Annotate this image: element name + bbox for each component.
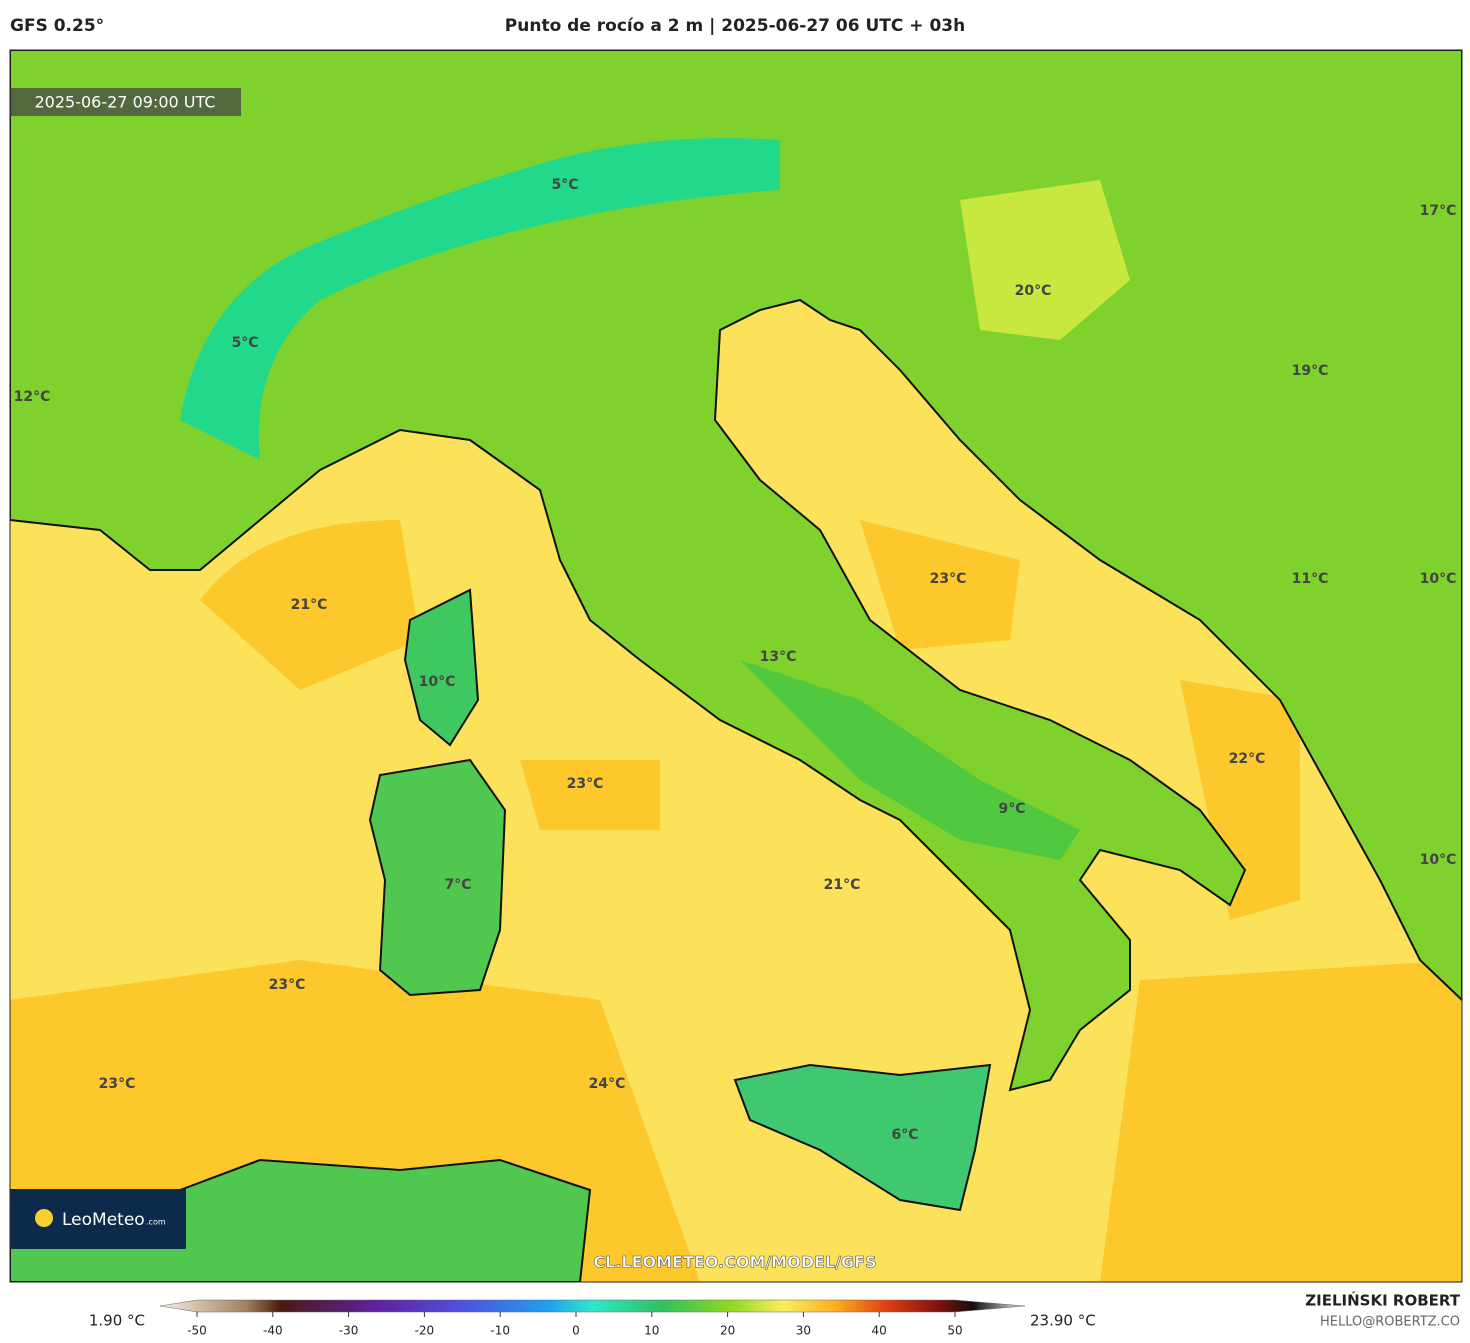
mainland: [10, 50, 1462, 1092]
tick-label: 10: [644, 1324, 659, 1338]
model-name: GFS 0.25°: [10, 16, 104, 36]
temperature-label: 23°C: [269, 977, 306, 993]
colorbar-max: 23.90 °C: [1030, 1312, 1096, 1330]
corsica: [403, 588, 480, 747]
temperature-label: 11°C: [1292, 571, 1329, 587]
tick-label: -50: [187, 1324, 207, 1338]
colorbar-min: 1.90 °C: [89, 1312, 145, 1330]
temperature-label: 19°C: [1292, 363, 1329, 379]
temperature-label: 5°C: [231, 335, 258, 351]
tick-label: 20: [720, 1324, 735, 1338]
tick-label: 0: [572, 1324, 580, 1338]
logo-sun: [35, 1209, 53, 1227]
temperature-label: 7°C: [444, 877, 471, 893]
temperature-label: 23°C: [567, 776, 604, 792]
watermark: CL.LEOMETEO.COM/MODEL/GFS: [593, 1253, 876, 1272]
temperature-label: 12°C: [14, 389, 51, 405]
tick-label: 30: [796, 1324, 811, 1338]
temperature-label: 13°C: [760, 649, 797, 665]
timestamp: 2025-06-27 09:00 UTC: [35, 93, 216, 112]
credit-name: ZIELIŃSKI ROBERT: [1305, 1291, 1460, 1310]
temperature-label: 6°C: [891, 1127, 918, 1143]
map-title: Punto de rocío a 2 m | 2025-06-27 06 UTC…: [505, 16, 965, 36]
temperature-label: 24°C: [589, 1076, 626, 1092]
temperature-label: 10°C: [1420, 852, 1457, 868]
map-frame: [9, 49, 1463, 1283]
warm-land: [960, 180, 1130, 340]
temperature-label: 23°C: [99, 1076, 136, 1092]
temperature-label: 9°C: [998, 801, 1025, 817]
temperature-label: 21°C: [291, 597, 328, 613]
logo-suffix: .com: [146, 1218, 166, 1227]
map: 2025-06-27 09:00 UTC CL.LEOMETEO.COM/MOD…: [10, 50, 1462, 1282]
temperature-label: 23°C: [930, 571, 967, 587]
colorbar: [159, 1299, 1026, 1313]
temperature-label: 10°C: [419, 674, 456, 690]
apennines: [740, 660, 1080, 860]
tick-label: 40: [872, 1324, 887, 1338]
timestamp-box: [10, 88, 241, 116]
labels: 5°C 5°C 12°C 17°C 20°C 19°C 21°C 10°C 23°C 11°C 10…: [14, 177, 1457, 1143]
alps: [180, 138, 780, 460]
tick-label: -40: [263, 1324, 283, 1338]
sardinia: [368, 758, 507, 997]
tick-label: 50: [947, 1324, 962, 1338]
sicily: [733, 1063, 992, 1212]
tick-label: -10: [490, 1324, 510, 1338]
temperature-label: 22°C: [1229, 751, 1266, 767]
colorbar-ticks: -50 -40 -30 -20 -10 0 10 20 30 40 50: [187, 1312, 963, 1338]
tick-label: -20: [415, 1324, 435, 1338]
temperature-label: 10°C: [1420, 571, 1457, 587]
temperature-label: 17°C: [1420, 203, 1457, 219]
temperature-label: 21°C: [824, 877, 861, 893]
temperature-label: 5°C: [551, 177, 578, 193]
warm-sea: [10, 520, 1462, 1282]
logo-text: LeoMeteo: [62, 1210, 145, 1230]
tick-label: -30: [339, 1324, 359, 1338]
credit-email: HELLO@ROBERTZ.CO: [1320, 1315, 1460, 1330]
temperature-label: 20°C: [1015, 283, 1052, 299]
